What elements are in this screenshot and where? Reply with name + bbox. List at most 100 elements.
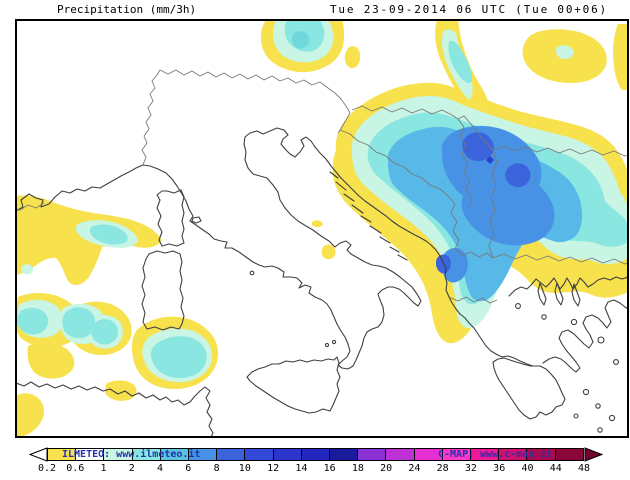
- colorbar-tick: 0.2: [37, 463, 57, 474]
- coast-north-aegean-chalkidiki: [508, 276, 627, 297]
- colorbar-segment: [329, 449, 358, 460]
- precip-blob-sw-corner: [17, 393, 44, 436]
- precip-blob-sw-c: [27, 342, 75, 379]
- colorbar-segment: [385, 449, 414, 460]
- precip-pale-topright-dot: [555, 45, 574, 59]
- colorbar-right-arrow: [584, 447, 603, 462]
- colorbar-segment: [216, 449, 245, 460]
- precip-spot-tyrrhenian: [312, 220, 323, 228]
- coast-corsica: [156, 189, 185, 247]
- precip-royal-east: [505, 163, 531, 188]
- colorbar-segment: [188, 449, 217, 460]
- border-croatia-bosnia: [339, 129, 449, 197]
- border-pyrenees: [17, 202, 45, 211]
- colorbar-segment: [441, 449, 471, 460]
- colorbar-tick: 1: [100, 463, 107, 474]
- border-bosnia-serbia: [447, 195, 460, 250]
- coast-elba: [191, 216, 202, 224]
- colorbar-tick-labels: 0.2 0.6 1 2 4 6 8 10 12 14 16 18 20 24 28 32 36 40 44 48: [38, 463, 590, 476]
- colorbar-segments: [47, 448, 584, 461]
- coast-north-africa: [17, 381, 214, 436]
- colorbar-segment: [131, 449, 160, 460]
- coast-attica-euboea: [542, 299, 627, 373]
- country-borders: [17, 69, 627, 304]
- coast-chalkidiki-finger-1: [537, 282, 547, 306]
- colorbar-segment: [75, 449, 104, 460]
- coast-chalkidiki-finger-3: [571, 283, 581, 307]
- coast-istria-croatia-greece: [280, 129, 541, 367]
- colorbar-segment: [272, 449, 301, 460]
- border-france-italy: [141, 69, 161, 166]
- colorbar-tick: 10: [238, 463, 251, 474]
- precip-blob-africa-coast: [105, 380, 137, 401]
- colorbar-tick: 4: [157, 463, 164, 474]
- colorbar-tick: 16: [323, 463, 336, 474]
- colorbar-tick: 44: [549, 463, 562, 474]
- coast-europe-italy-adriatic: [17, 127, 422, 370]
- colorbar-segment: [48, 449, 76, 460]
- precip-cyan-band: [448, 40, 473, 84]
- colorbar-tick: 8: [213, 463, 220, 474]
- precip-spot-naples: [321, 244, 336, 260]
- colorbar-tick: 0.6: [66, 463, 85, 474]
- border-macedonia: [454, 248, 494, 259]
- border-greece-bulgaria: [492, 253, 627, 265]
- colorbar-segment: [103, 449, 132, 460]
- precip-cyan-deep-alps: [292, 31, 310, 49]
- colorbar-tick: 14: [295, 463, 308, 474]
- precip-level-cyan-deep: [292, 31, 310, 49]
- colorbar-tick: 36: [493, 463, 506, 474]
- precip-cyan-sw-d: [150, 336, 207, 379]
- coast-peloponnese: [492, 357, 566, 420]
- coast-sicily: [246, 356, 341, 414]
- colorbar-segment: [159, 449, 189, 460]
- precip-level-deep-spot: [486, 156, 494, 164]
- colorbar-tick: 48: [577, 463, 591, 474]
- colorbar-segment: [554, 449, 583, 460]
- colorbar-tick: 28: [436, 463, 449, 474]
- colorbar-tick: 24: [408, 463, 421, 474]
- branding-ilmeteo: ILMETEO: www.ilmeteo.it: [62, 449, 201, 460]
- colorbar-tick: 40: [521, 463, 534, 474]
- coast-chalkidiki-finger-2: [554, 282, 564, 306]
- coast-sardinia: [141, 250, 185, 331]
- precip-cyan-sw-b: [62, 307, 96, 339]
- border-greece-albania: [448, 296, 498, 304]
- precip-cyan-sw-a: [17, 307, 49, 335]
- map-timestamp: Tue 23-09-2014 06 UTC (Tue 00+06): [330, 3, 608, 16]
- colorbar-segment: [413, 449, 442, 460]
- colorbar-segment: [244, 449, 273, 460]
- border-alps-crest: [159, 69, 351, 134]
- colorbar-tick: 2: [128, 463, 135, 474]
- aegean-islands: [249, 270, 619, 433]
- colorbar-segment: [300, 449, 330, 460]
- map-frame: [15, 19, 629, 438]
- colorbar-segment: [470, 449, 499, 460]
- precip-mblue-albania: [442, 248, 468, 283]
- coastlines: [17, 127, 627, 436]
- precip-blob-alps-side: [344, 46, 361, 69]
- precip-level-royal-blue: [436, 132, 531, 274]
- precip-cyan-sw-c: [91, 319, 119, 345]
- colorbar-tick: 18: [351, 463, 364, 474]
- precip-cyan-west: [89, 224, 128, 245]
- border-hungary-romania: [457, 115, 494, 151]
- colorbar-tick: 12: [267, 463, 280, 474]
- precip-deep-diamond: [486, 156, 494, 164]
- border-serbia-bulgaria: [488, 149, 498, 259]
- croatian-islands: [329, 171, 408, 261]
- border-danube-romania: [492, 145, 627, 157]
- colorbar-segment: [526, 449, 555, 460]
- precip-pale-west-dot: [21, 264, 34, 275]
- precip-royal-serbia: [462, 132, 494, 162]
- colorbar-tick: 32: [464, 463, 477, 474]
- precip-blob-right-edge: [613, 24, 627, 90]
- branding-cmap: C-MAP: www.c-map.it: [438, 449, 553, 460]
- colorbar-left-arrow: [29, 447, 48, 462]
- colorbar-tick: 20: [380, 463, 393, 474]
- map-title: Precipitation (mm/3h): [57, 3, 197, 16]
- colorbar-tick: 6: [185, 463, 192, 474]
- colorbar-segment: [357, 449, 386, 460]
